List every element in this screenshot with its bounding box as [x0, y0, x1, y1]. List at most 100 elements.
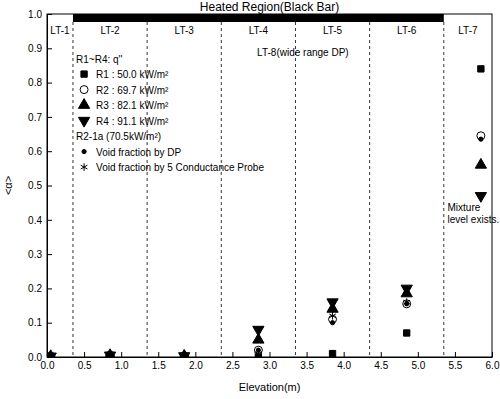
y-tick-mark — [47, 288, 52, 289]
y-tick: 0.2 — [28, 283, 52, 294]
legend-symbol — [81, 163, 88, 171]
y-tick-mark — [47, 220, 52, 221]
x-tick-mark — [381, 352, 382, 357]
series — [48, 66, 484, 357]
legend-label: R3 : 82.1 kW/m² — [96, 100, 169, 111]
title: Heated Region(Black Bar) — [200, 0, 339, 14]
region-label: LT-4 — [249, 25, 269, 36]
x-tick-label: 3.5 — [300, 360, 314, 371]
y-tick-label: 0.3 — [28, 249, 42, 260]
span-label: LT-8(wide range DP) — [257, 47, 349, 58]
region-label: LT-5 — [323, 25, 343, 36]
y-tick: 0.5 — [28, 180, 52, 191]
series — [47, 158, 487, 357]
point — [329, 350, 335, 356]
point — [478, 66, 484, 72]
x-tick-label: 0.0 — [41, 360, 55, 371]
x-tick-label: 5.5 — [448, 360, 462, 371]
series — [47, 193, 487, 357]
plot-area — [47, 66, 487, 357]
y-tick-label: 0.0 — [28, 352, 42, 363]
legend-label: R1 : 50.0 kW/m² — [96, 69, 169, 80]
region-label: LT-6 — [397, 25, 417, 36]
region-divider — [221, 22, 222, 357]
y-axis: 0.00.10.20.30.40.50.60.70.80.91.0 — [28, 9, 52, 363]
y-tick-mark — [47, 323, 52, 324]
x-tick: 1.0 — [115, 352, 129, 371]
point — [475, 193, 486, 203]
point — [479, 137, 483, 141]
series — [47, 132, 485, 357]
x-tick-label: 5.0 — [411, 360, 425, 371]
region-divider — [295, 22, 296, 357]
legend-label: Void fraction by DP — [96, 147, 181, 158]
x-tick-mark — [84, 352, 85, 357]
point — [179, 353, 190, 357]
x-tick-mark — [232, 352, 233, 357]
point — [327, 299, 338, 309]
x-tick-label: 4.0 — [337, 360, 351, 371]
region-label: LT-2 — [100, 25, 120, 36]
region-label: LT-3 — [175, 25, 195, 36]
region-divider — [369, 22, 370, 357]
x-tick-label: 0.5 — [78, 360, 92, 371]
x-tick-mark — [195, 352, 196, 357]
y-tick-mark — [47, 117, 52, 118]
x-tick: 3.0 — [263, 352, 277, 371]
y-tick-label: 0.8 — [28, 77, 42, 88]
x-tick-label: 2.5 — [226, 360, 240, 371]
point — [104, 352, 115, 357]
x-tick: 6.0 — [486, 352, 500, 371]
region-divider — [72, 22, 73, 357]
y-tick-mark — [47, 254, 52, 255]
y-tick-label: 0.1 — [28, 317, 42, 328]
point — [253, 326, 264, 336]
y-tick: 0.3 — [28, 249, 52, 260]
x-tick-mark — [455, 352, 456, 357]
x-tick: 4.5 — [374, 352, 388, 371]
x-axis: 0.00.51.01.52.02.53.03.54.04.55.05.56.0 — [41, 352, 500, 371]
x-tick-mark — [418, 352, 419, 357]
y-tick-label: 0.4 — [28, 215, 42, 226]
legend-title: R2-1a (70.5kW/m²) — [76, 131, 161, 142]
note-line: level exists. — [448, 214, 500, 225]
point — [47, 353, 56, 357]
note: Mixturelevel exists. — [448, 202, 500, 225]
point — [329, 312, 336, 320]
x-tick: 0.5 — [78, 352, 92, 371]
y-tick-mark — [47, 48, 52, 49]
point — [255, 350, 262, 357]
x-tick-mark — [344, 352, 345, 357]
point — [475, 158, 486, 168]
x-tick: 2.0 — [189, 352, 203, 371]
y-tick-mark — [47, 186, 52, 187]
legend-symbol — [81, 71, 87, 77]
x-tick-label: 6.0 — [486, 360, 500, 371]
legend-label: Void fraction by 5 Conductance Probe — [96, 162, 264, 173]
y-tick: 0.9 — [28, 43, 52, 54]
point — [404, 330, 410, 336]
x-tick-label: 4.5 — [374, 360, 388, 371]
region-label: LT-7 — [458, 25, 478, 36]
y-tick-label: 0.9 — [28, 43, 42, 54]
legend-symbol — [78, 117, 89, 127]
legend-label: R2 : 69.7 kW/m² — [96, 85, 169, 96]
legend-title: R1~R4: q'' — [76, 54, 122, 65]
x-tick: 5.0 — [411, 352, 425, 371]
y-tick-mark — [47, 151, 52, 152]
legend-symbol — [80, 86, 88, 94]
x-tick-label: 3.0 — [263, 360, 277, 371]
x-tick-label: 2.0 — [189, 360, 203, 371]
y-tick-label: 0.6 — [28, 146, 42, 157]
y-tick-label: 0.5 — [28, 180, 42, 191]
x-axis-title: Elevation(m) — [239, 381, 301, 393]
x-tick-mark — [158, 352, 159, 357]
y-tick: 0.6 — [28, 146, 52, 157]
y-tick: 0.7 — [28, 112, 52, 123]
y-axis-title: <α> — [2, 176, 14, 195]
legend: R1~R4: q'' R1 : 50.0 kW/m² R2 : 69.7 kW/m²… — [76, 54, 264, 174]
point — [403, 298, 410, 306]
x-tick: 4.0 — [337, 352, 351, 371]
x-tick: 3.5 — [300, 352, 314, 371]
x-tick: 5.5 — [448, 352, 462, 371]
